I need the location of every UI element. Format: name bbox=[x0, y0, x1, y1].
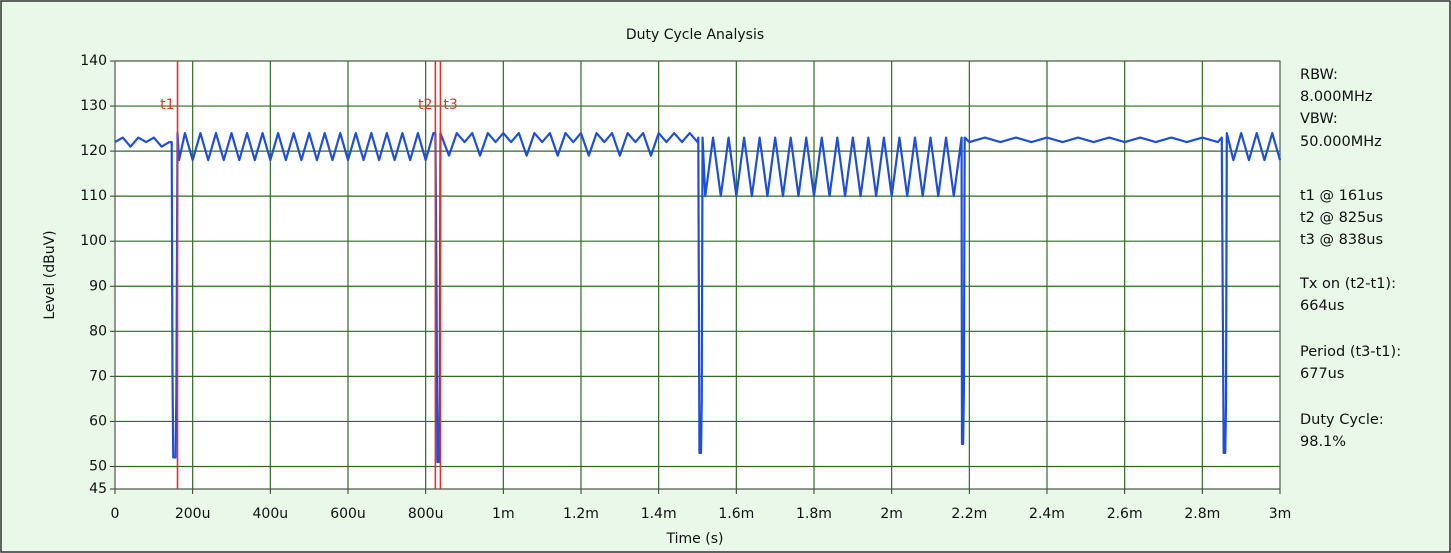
y-tick-label: 70 bbox=[89, 368, 107, 384]
x-tick-label: 1m bbox=[492, 506, 515, 522]
y-tick-label: 100 bbox=[80, 233, 107, 249]
info-text: 98.1% bbox=[1300, 434, 1346, 450]
y-tick-label: 60 bbox=[89, 413, 107, 429]
y-tick-label: 50 bbox=[89, 458, 107, 474]
info-text: 50.000MHz bbox=[1300, 134, 1382, 150]
cursor-label: t2 bbox=[418, 97, 432, 113]
x-tick-label: 1.4m bbox=[641, 506, 677, 522]
info-text: t3 @ 838us bbox=[1300, 232, 1383, 248]
x-tick-label: 2.6m bbox=[1107, 506, 1143, 522]
info-text: Period (t3-t1): bbox=[1300, 344, 1401, 360]
x-tick-label: 200u bbox=[175, 506, 211, 522]
x-tick-label: 1.8m bbox=[796, 506, 832, 522]
info-text: 677us bbox=[1300, 366, 1344, 382]
info-text: 664us bbox=[1300, 298, 1344, 314]
signal-trace bbox=[114, 131, 1282, 464]
x-tick-label: 400u bbox=[253, 506, 289, 522]
x-tick-label: 2.4m bbox=[1029, 506, 1065, 522]
y-tick-label: 130 bbox=[80, 98, 107, 114]
cursor-label: t3 bbox=[443, 97, 457, 113]
x-tick-label: 2.2m bbox=[951, 506, 987, 522]
y-axis-label: Level (dBuV) bbox=[42, 230, 58, 319]
info-text: Duty Cycle: bbox=[1300, 412, 1384, 428]
info-text: Tx on (t2-t1): bbox=[1299, 276, 1396, 292]
x-tick-label: 800u bbox=[408, 506, 444, 522]
plot-border bbox=[114, 60, 1281, 490]
x-tick-label: 2.8m bbox=[1184, 506, 1220, 522]
x-tick-label: 2m bbox=[880, 506, 903, 522]
chart-title: Duty Cycle Analysis bbox=[626, 27, 764, 43]
cursor-label: t1 bbox=[160, 97, 174, 113]
y-tick-label: 110 bbox=[80, 188, 107, 204]
info-text: t2 @ 825us bbox=[1300, 210, 1383, 226]
x-tick-label: 600u bbox=[330, 506, 366, 522]
info-text: t1 @ 161us bbox=[1300, 188, 1383, 204]
y-tick-label: 120 bbox=[80, 143, 107, 159]
x-axis-label: Time (s) bbox=[666, 531, 724, 547]
x-tick-label: 1.2m bbox=[563, 506, 599, 522]
x-tick-label: 3m bbox=[1269, 506, 1292, 522]
x-tick-label: 0 bbox=[111, 506, 120, 522]
y-tick-label: 80 bbox=[89, 323, 107, 339]
info-text: 8.000MHz bbox=[1300, 89, 1373, 105]
info-text: VBW: bbox=[1300, 111, 1338, 127]
plot-area bbox=[115, 61, 1280, 489]
y-tick-label: 45 bbox=[89, 481, 107, 497]
y-tick-label: 90 bbox=[89, 278, 107, 294]
x-tick-label: 1.6m bbox=[718, 506, 754, 522]
info-text: RBW: bbox=[1300, 67, 1338, 83]
y-tick-label: 140 bbox=[80, 53, 107, 69]
